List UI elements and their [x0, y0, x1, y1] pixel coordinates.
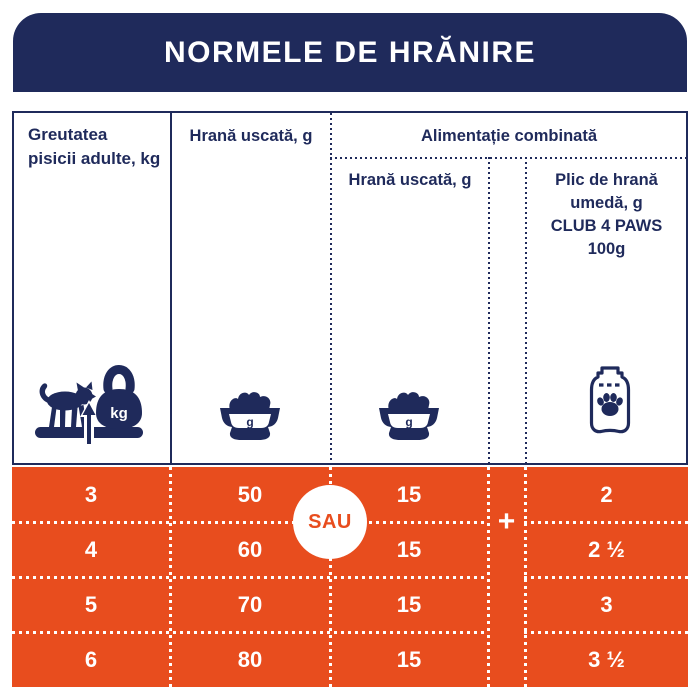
- dry-food-bowl-icon: g: [220, 392, 280, 440]
- cell-dry: 80: [237, 646, 263, 672]
- plus-sign: +: [497, 505, 516, 538]
- cell-combo-wet: 3: [600, 591, 613, 617]
- wet-food-pouch-icon: [589, 366, 631, 434]
- grid-divider: [524, 631, 688, 634]
- grid-divider: [12, 631, 487, 634]
- paw-print-icon: [597, 393, 623, 416]
- divider-combined-subheader: [330, 157, 686, 159]
- cell-combo-dry: 15: [396, 536, 422, 562]
- cell-combo-wet: 3 ½: [588, 646, 625, 672]
- page-title: NORMELE DE HRĂNIRE: [163, 35, 536, 69]
- or-badge: SAU: [293, 485, 367, 559]
- cell-weight: 3: [84, 481, 98, 507]
- cell-combo-dry: 15: [396, 591, 422, 617]
- cell-combo-dry: 15: [396, 646, 422, 672]
- header-dry-food: Hrană uscată, g: [189, 127, 313, 145]
- combined-food-bowl-icon: g: [379, 392, 439, 440]
- cat-weight-scale-icon: kg: [35, 365, 143, 447]
- cell-weight: 4: [84, 536, 98, 562]
- header-combined-wet: Plic de hrană umedă, g CLUB 4 PAWS 100g: [550, 171, 663, 259]
- cell-weight: 6: [84, 646, 98, 672]
- title-banner: NORMELE DE HRĂNIRE: [13, 13, 687, 92]
- cell-combo-wet: 2 ½: [588, 536, 625, 562]
- header-weight: Greutatea pisicii adulte, kg: [28, 125, 161, 168]
- grid-divider: [487, 467, 490, 687]
- feeding-values-grid: 3 50 15 2 4 60 15 2 ½ 5 70 15 3 6 80 15 …: [12, 467, 688, 687]
- kettlebell-unit-label: kg: [110, 405, 128, 422]
- divider-col2-combined: [330, 113, 332, 463]
- divider-subcol-left: [488, 157, 490, 463]
- grid-divider: [524, 521, 688, 524]
- feeding-table-header: Greutatea pisicii adulte, kg Hrană uscat…: [12, 111, 688, 465]
- divider-col1-col2: [170, 113, 172, 463]
- or-badge-label: SAU: [308, 510, 352, 533]
- bowl-unit-label: g: [405, 415, 412, 429]
- cell-dry: 70: [237, 591, 263, 617]
- header-combined-feeding: Alimentație combinată: [420, 127, 598, 145]
- header-combined-dry: Hrană uscată, g: [348, 171, 472, 189]
- divider-subcol-right: [525, 157, 527, 463]
- bowl-unit-label: g: [246, 415, 253, 429]
- cell-combo-dry: 15: [396, 481, 422, 507]
- grid-divider: [12, 521, 487, 524]
- cell-combo-wet: 2: [600, 481, 613, 507]
- cell-dry: 60: [237, 536, 263, 562]
- grid-divider: [524, 576, 688, 579]
- grid-divider: [12, 576, 487, 579]
- cell-dry: 50: [237, 481, 263, 507]
- cell-weight: 5: [84, 591, 98, 617]
